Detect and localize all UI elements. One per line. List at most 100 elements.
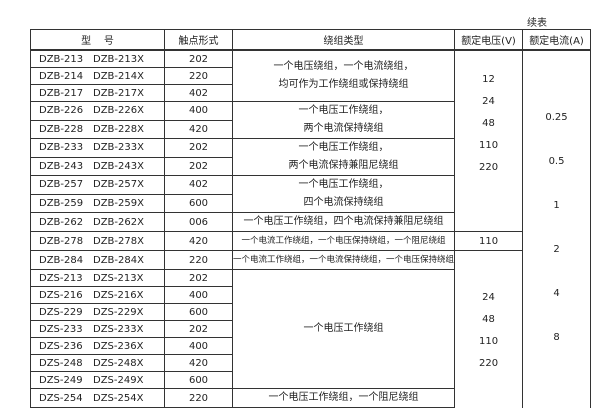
voltage-value: 110	[478, 235, 499, 247]
model-code-x: DZS-233X	[93, 323, 144, 335]
relay-spec-table: 型 号 触点形式 绕组类型 额定电压(V) 额定电流(A) DZB-213 DZB…	[30, 29, 592, 408]
voltage-cell: 110	[454, 231, 524, 251]
model-cell: DZB-233 DZB-233X	[30, 138, 165, 158]
current-value: 2	[553, 244, 560, 255]
model-cell: DZS-236 DZS-236X	[30, 337, 165, 355]
winding-text: 一个电压工作绕组，一个阻尼绕组	[268, 392, 419, 403]
model-code-x: DZB-213X	[93, 53, 144, 65]
winding-type-cell: 一个电流工作绕组，一个电压保持绕组，一个阻尼绕组	[231, 231, 456, 251]
model-cell: DZB-259 DZB-259X	[30, 193, 165, 213]
model-code-x: DZB-262X	[93, 216, 144, 228]
header-contact: 触点形式	[164, 29, 233, 51]
voltage-value: 12	[482, 74, 495, 85]
contact-cell: 202	[164, 269, 233, 287]
model-cell: DZB-217 DZB-217X	[30, 84, 165, 102]
voltage-value: 220	[478, 358, 499, 369]
voltage-value: 220	[478, 162, 499, 173]
current-value: 8	[553, 332, 560, 343]
model-code: DZB-217	[39, 87, 84, 99]
winding-text: 一个电流工作绕组，一个电流保持绕组，一个电压保持绕组	[233, 255, 455, 265]
model-code: DZB-259	[39, 197, 84, 209]
header-current: 额定电流(A)	[522, 29, 592, 51]
model-code-x: DZS-229X	[93, 306, 144, 318]
table-row: DZB-213 DZB-213X 202 一个电压绕组，一个电流绕组， 均可作为工作绕组…	[30, 49, 592, 408]
model-code-x: DZB-233X	[93, 142, 144, 154]
contact-cell: 420	[164, 231, 233, 251]
winding-type-cell: 一个电压工作绕组	[231, 269, 456, 389]
model-code-x: DZB-257X	[93, 179, 144, 191]
current-value: 0.5	[548, 156, 565, 167]
winding-text: 一个电压绕组，一个电流绕组，	[273, 61, 414, 72]
model-code-x: DZS-216X	[93, 289, 144, 301]
winding-text: 一个电压工作绕组	[303, 323, 384, 334]
model-cell: DZB-214 DZB-214X	[30, 67, 165, 85]
model-cell: DZB-228 DZB-228X	[30, 119, 165, 139]
voltage-cell: 12 24 48 110 220	[454, 49, 524, 232]
contact-cell: 202	[164, 320, 233, 338]
winding-text: 一个电压工作绕组，	[298, 105, 389, 116]
table-row: DZB-284 DZB-284X 220 一个电流工作绕组，一个电流保持绕组，一个电压…	[30, 250, 591, 408]
contact-cell: 400	[164, 101, 233, 121]
voltage-value: 110	[478, 336, 499, 347]
model-code-x: DZB-278X	[93, 235, 144, 247]
table-row: DZB-278 DZB-278X 420 一个电流工作绕组，一个电压保持绕组，一个阻尼…	[30, 231, 591, 251]
model-code-x: DZB-228X	[93, 123, 144, 135]
contact-cell: 202	[164, 49, 233, 68]
model-cell: DZS-249 DZS-249X	[30, 371, 165, 389]
winding-type-cell: 一个电压绕组，一个电流绕组， 均可作为工作绕组或保持绕组	[231, 49, 456, 102]
model-cell: DZB-243 DZB-243X	[30, 156, 165, 176]
contact-cell: 400	[164, 286, 233, 304]
model-code: DZB-257	[39, 179, 84, 191]
contact-cell: 202	[164, 138, 233, 158]
model-code: DZB-278	[39, 235, 84, 247]
model-code-x: DZS-213X	[93, 272, 144, 284]
table-row: DZB-217 DZB-217X 402	[30, 84, 591, 102]
model-code: DZB-243	[39, 160, 84, 172]
model-code: DZB-233	[39, 142, 84, 154]
voltage-value: 110	[478, 140, 499, 151]
contact-cell: 400	[164, 337, 233, 355]
winding-text: 两个电流保持兼阻尼绕组	[288, 160, 399, 171]
model-cell: DZS-229 DZS-229X	[30, 303, 165, 321]
winding-type-cell: 一个电压工作绕组，四个电流保持兼阻尼绕组	[231, 212, 456, 232]
model-cell: DZB-257 DZB-257X	[30, 175, 165, 195]
table-row: DZS-216 DZS-216X 400	[30, 286, 591, 304]
contact-cell: 600	[164, 371, 233, 389]
contact-cell: 600	[164, 303, 233, 321]
model-code-x: DZB-259X	[93, 197, 144, 209]
model-cell: DZB-213 DZB-213X	[30, 49, 165, 68]
winding-text: 一个电压工作绕组，四个电流保持兼阻尼绕组	[243, 216, 444, 227]
winding-type-cell: 一个电压工作绕组， 四个电流保持绕组	[231, 175, 456, 213]
model-code: DZS-233	[39, 323, 83, 335]
contact-cell: 420	[164, 354, 233, 372]
model-code: DZB-226	[39, 105, 84, 117]
winding-text: 一个电压工作绕组，	[298, 142, 389, 153]
model-cell: DZB-278 DZB-278X	[30, 231, 165, 251]
contact-cell: 420	[164, 119, 233, 139]
model-code: DZB-262	[39, 216, 84, 228]
table-row: DZS-233 DZS-233X 202	[30, 320, 591, 338]
header-model: 型 号	[30, 29, 165, 51]
header-row: 型 号 触点形式 绕组类型 额定电压(V) 额定电流(A)	[30, 29, 592, 51]
model-code: DZB-228	[39, 123, 84, 135]
contact-cell: 220	[164, 250, 233, 270]
model-code: DZB-284	[39, 254, 84, 266]
voltage-cell: 24 48 110 220	[454, 250, 524, 408]
model-code: DZB-213	[39, 53, 84, 65]
table-row: DZS-213 DZS-213X 202 一个电压工作绕组	[30, 269, 591, 389]
winding-text: 一个电流工作绕组，一个电压保持绕组，一个阻尼绕组	[241, 236, 446, 246]
model-cell: DZB-284 DZB-284X	[30, 250, 165, 270]
table-row: DZB-243 DZB-243X 202	[30, 156, 591, 176]
model-code-x: DZS-249X	[93, 374, 144, 386]
continued-label: 续表	[527, 18, 547, 29]
contact-cell: 402	[164, 84, 233, 102]
model-code-x: DZB-214X	[93, 70, 144, 82]
table-row: DZB-214 DZB-214X 220	[30, 67, 591, 85]
contact-cell: 202	[164, 156, 233, 176]
table-row: DZB-257 DZB-257X 402 一个电压工作绕组， 四个电流保持绕组	[30, 175, 591, 213]
model-code: DZS-249	[39, 374, 83, 386]
model-code-x: DZS-236X	[93, 340, 144, 352]
header-voltage: 额定电压(V)	[454, 29, 524, 51]
current-value: 1	[553, 200, 560, 211]
model-code: DZS-248	[39, 357, 83, 369]
